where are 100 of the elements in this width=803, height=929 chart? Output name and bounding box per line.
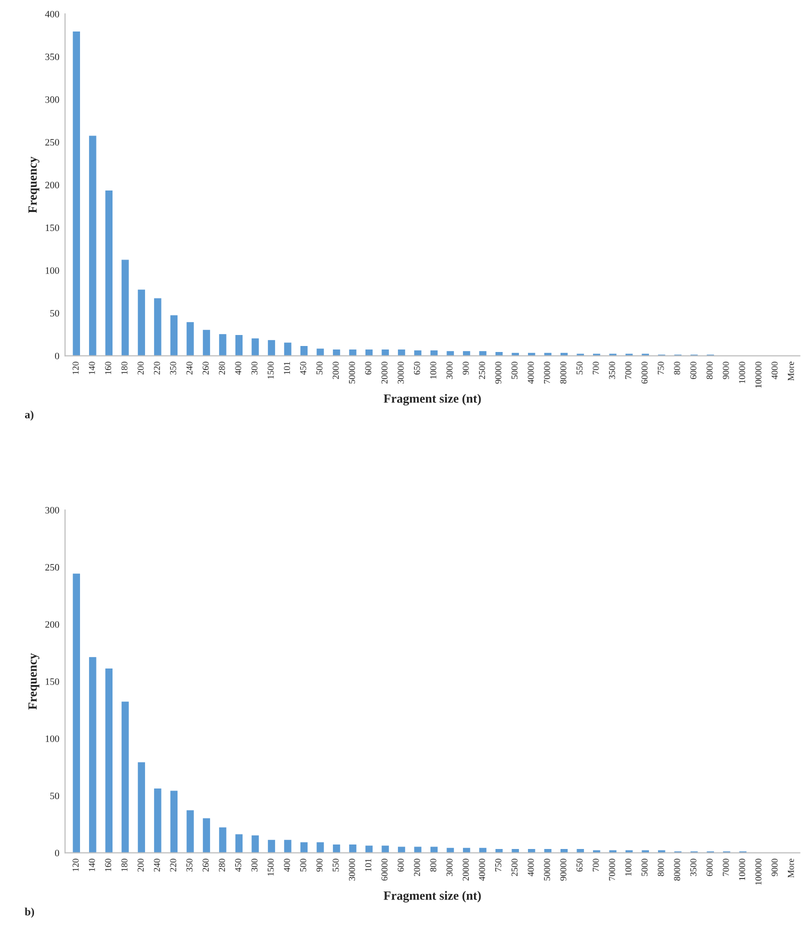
- x-tick-label: 30000: [348, 858, 356, 881]
- x-tick-label: 350: [186, 858, 192, 872]
- x-tick-label: 1500: [268, 858, 274, 876]
- x-tick-label: 120: [72, 362, 79, 374]
- x-tick-label: 70000: [609, 858, 616, 880]
- x-tick-label: 200: [138, 858, 144, 872]
- x-tick-label: 220: [170, 858, 176, 872]
- x-tick-label: 2000: [332, 362, 339, 380]
- y-tick-label: 0: [54, 352, 60, 360]
- x-tick-label: 5000: [511, 362, 518, 379]
- y-tick-label: 350: [45, 54, 60, 60]
- x-tick-label: 650: [414, 362, 420, 375]
- x-tick-label: 80000: [560, 362, 566, 384]
- x-tick-label: 280: [218, 362, 225, 375]
- x-tick-label: 100000: [755, 858, 762, 885]
- x-tick-label: More: [788, 362, 794, 381]
- x-tick-label: 2500: [511, 858, 518, 876]
- x-tick-label: 180: [121, 362, 128, 374]
- y-tick-label: 100: [46, 267, 60, 274]
- x-tick-label: 600: [398, 858, 404, 872]
- x-tick-label: 650: [576, 858, 583, 872]
- x-tick-label: 3000: [446, 362, 453, 379]
- y-tick-label: 0: [54, 850, 60, 856]
- x-tick-label: More: [788, 858, 794, 878]
- x-tick-label: 90000: [560, 858, 566, 881]
- x-tick-label: 3500: [609, 362, 616, 379]
- x-tick-label: 3500: [690, 858, 696, 876]
- x-tick-label: 9000: [722, 362, 729, 380]
- x-tick-label: 3000: [446, 858, 453, 876]
- x-tick-label: 70000: [544, 362, 550, 384]
- y-tick-label: 100: [46, 735, 60, 742]
- y-tick-label: 250: [45, 139, 60, 146]
- x-tick-label: 800: [674, 362, 680, 375]
- y-tick-label: 200: [45, 182, 60, 188]
- x-tick-label: 500: [316, 362, 323, 374]
- x-tick-label: 400: [235, 362, 242, 375]
- x-tick-label: 10000: [739, 362, 746, 384]
- y-tick-label: 50: [50, 310, 60, 317]
- x-tick-label: 240: [186, 362, 192, 375]
- text: b): [24, 908, 34, 918]
- x-tick-label: 6000: [690, 362, 696, 380]
- y-tick-label: 150: [46, 678, 60, 685]
- x-tick-label: 550: [576, 362, 583, 374]
- x-tick-label: 60000: [642, 362, 648, 384]
- x-tick-label: 140: [88, 858, 95, 872]
- x-tick-label: 1000: [430, 362, 436, 379]
- x-tick-label: 160: [105, 362, 112, 374]
- x-tick-label: 200: [138, 362, 144, 375]
- x-tick-label: 2500: [478, 362, 486, 380]
- x-tick-label: 240: [154, 858, 160, 872]
- text: a): [24, 410, 34, 421]
- x-tick-label: 800: [430, 858, 436, 872]
- x-tick-label: 1500: [268, 362, 274, 379]
- x-tick-label: 101: [284, 362, 290, 374]
- x-tick-label: 20000: [462, 858, 469, 881]
- y-tick-label: 250: [45, 564, 60, 571]
- x-tick-label: 700: [592, 858, 599, 872]
- x-tick-label: 700: [592, 362, 599, 374]
- y-tick-label: 150: [46, 224, 60, 232]
- x-tick-label: 500: [300, 858, 306, 872]
- y-axis-title: Frequency: [28, 653, 40, 710]
- x-tick-label: 550: [332, 858, 339, 872]
- x-tick-label: 101: [365, 858, 372, 872]
- x-tick-label: 2000: [414, 858, 420, 876]
- x-tick-label: 180: [121, 858, 128, 872]
- x-tick-label: 60000: [381, 858, 388, 881]
- y-tick-label: 200: [45, 621, 60, 628]
- x-tick-label: 40000: [478, 858, 486, 881]
- x-tick-label: 1000: [625, 858, 632, 876]
- x-tick-label: 280: [218, 858, 225, 872]
- x-axis-title: Fragment size (nt): [384, 891, 481, 902]
- x-tick-label: 900: [462, 362, 469, 375]
- x-tick-label: 5000: [642, 858, 648, 876]
- x-tick-label: 450: [300, 362, 306, 375]
- x-tick-label: 400: [284, 858, 290, 872]
- x-tick-label: 8000: [706, 362, 713, 380]
- x-tick-label: 120: [72, 858, 79, 872]
- x-tick-label: 10000: [739, 858, 746, 880]
- x-tick-label: 8000: [658, 858, 664, 876]
- y-tick-label: 50: [50, 792, 60, 800]
- x-tick-label: 20000: [381, 362, 388, 384]
- x-tick-label: 600: [365, 362, 372, 375]
- x-tick-label: 7000: [625, 362, 632, 379]
- y-tick-label: 300: [45, 96, 60, 103]
- x-tick-label: 750: [495, 858, 502, 872]
- x-tick-label: 4000: [528, 858, 534, 876]
- x-tick-label: 80000: [674, 858, 680, 881]
- x-tick-label: 350: [170, 362, 176, 374]
- x-tick-label: 300: [251, 858, 258, 872]
- y-axis-title: Frequency: [28, 156, 40, 214]
- x-tick-label: 30000: [398, 362, 404, 384]
- x-tick-label: 40000: [528, 362, 534, 384]
- x-tick-label: 7000: [722, 858, 729, 876]
- x-tick-label: 160: [105, 858, 112, 872]
- x-tick-label: 260: [202, 362, 209, 375]
- x-tick-label: 9000: [772, 858, 778, 876]
- x-tick-label: 300: [251, 362, 258, 374]
- x-tick-label: 260: [202, 858, 209, 872]
- x-tick-label: 50000: [544, 858, 550, 880]
- x-tick-label: 750: [658, 362, 664, 374]
